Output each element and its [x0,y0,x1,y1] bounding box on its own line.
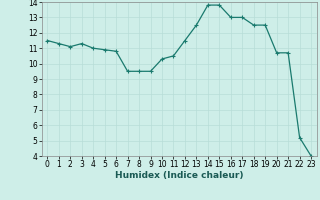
X-axis label: Humidex (Indice chaleur): Humidex (Indice chaleur) [115,171,244,180]
